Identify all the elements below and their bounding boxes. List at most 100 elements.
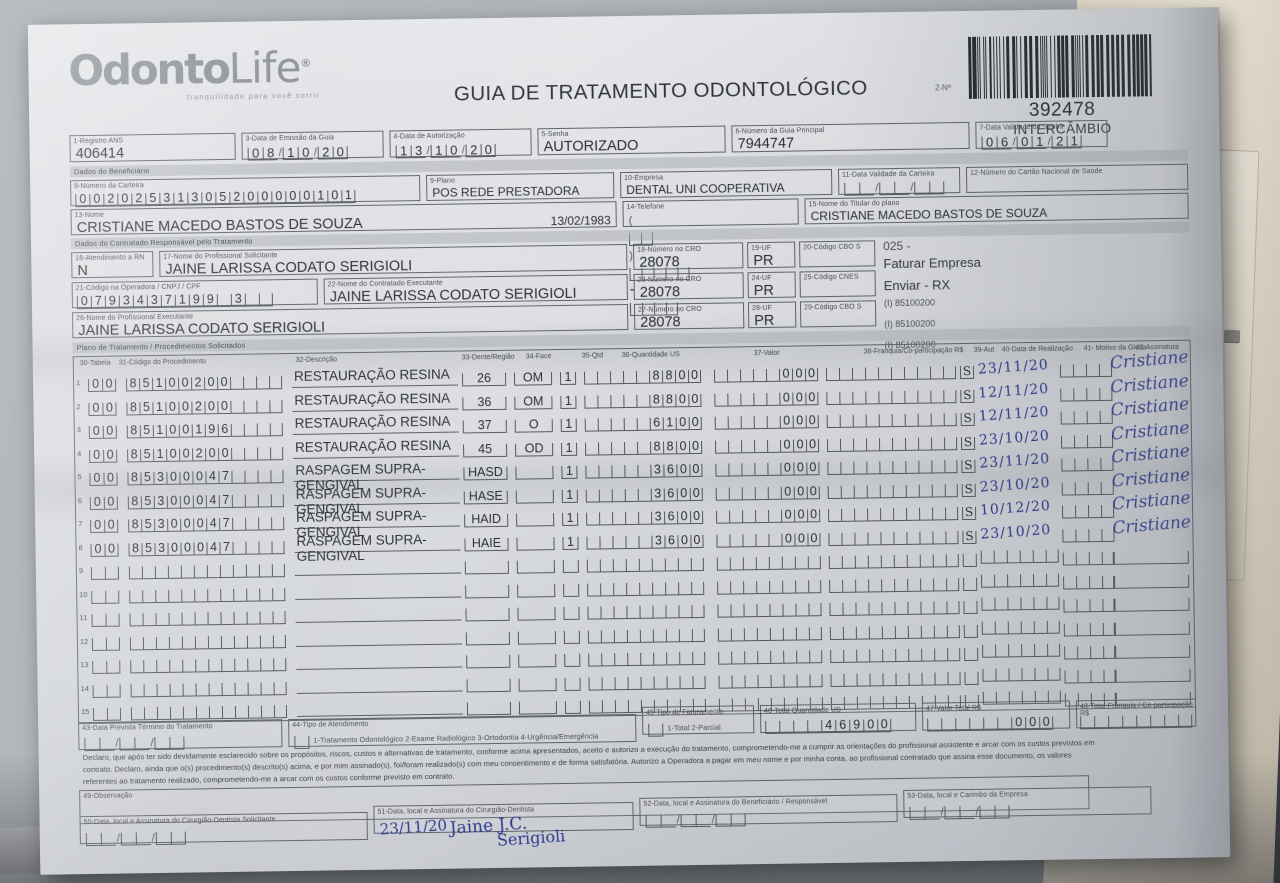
field-telefone[interactable]: 14-Telefone () - xyxy=(622,198,799,316)
cell-tabela[interactable] xyxy=(91,633,121,651)
cell-data-realizacao[interactable] xyxy=(982,640,1061,658)
cell-valor[interactable] xyxy=(717,599,822,618)
cell-data-realizacao[interactable] xyxy=(981,569,1060,588)
field-data-emissao[interactable]: 3-Data de Emissão da Guia 0 8/1 0/2 0 xyxy=(241,130,384,161)
cell-qtd[interactable]: 1 xyxy=(560,415,577,433)
cell-quantidade-us[interactable] xyxy=(587,624,705,644)
cell-aut[interactable] xyxy=(963,597,978,615)
cell-face[interactable] xyxy=(516,556,555,574)
cell-dente[interactable] xyxy=(466,674,511,692)
field-data-prevista-termino[interactable]: 43-Data Prevista Término do Tratamento /… xyxy=(78,719,283,752)
cell-motivo-glosa[interactable] xyxy=(1060,383,1113,402)
field-cns[interactable]: 12-Número do Cartão Nacional de Saúde xyxy=(965,163,1189,193)
cell-descricao[interactable]: RASPAGEM SUPRA-GENGIVAL xyxy=(293,484,460,516)
cell-data-realizacao[interactable]: 10/12/20 xyxy=(979,497,1052,519)
cell-descricao[interactable] xyxy=(295,578,462,600)
cell-data-realizacao[interactable]: 23/10/20 xyxy=(978,427,1051,449)
cell-quantidade-us[interactable] xyxy=(588,671,706,691)
cell-data-realizacao[interactable]: 23/11/20 xyxy=(978,450,1051,472)
cell-descricao[interactable] xyxy=(295,601,462,623)
cell-motivo-glosa[interactable] xyxy=(1063,595,1116,613)
cell-franquia[interactable] xyxy=(826,409,957,429)
cell-motivo-glosa[interactable] xyxy=(1063,571,1116,590)
cell-face[interactable]: O xyxy=(514,415,553,433)
cell-qtd[interactable] xyxy=(562,556,579,573)
cell-face[interactable] xyxy=(518,697,558,715)
cell-aut[interactable] xyxy=(962,550,977,568)
cell-dente[interactable] xyxy=(466,698,512,716)
cell-data-realizacao[interactable]: 12/11/20 xyxy=(978,403,1050,425)
cell-aut[interactable] xyxy=(963,573,978,591)
cell-dente[interactable] xyxy=(465,604,510,622)
cell-tabela[interactable] xyxy=(90,563,119,580)
cell-dente[interactable]: HAID xyxy=(464,510,509,528)
cell-motivo-glosa[interactable] xyxy=(1061,454,1114,472)
cell-descricao[interactable]: RESTAURAÇÃO RESINA xyxy=(291,366,459,388)
cell-data-realizacao[interactable]: 12/11/20 xyxy=(977,380,1050,402)
field-guia-principal[interactable]: 6-Número da Guia Principal 7944747 xyxy=(731,121,970,153)
cell-qtd[interactable]: 1 xyxy=(560,391,577,409)
cell-face[interactable] xyxy=(518,674,557,692)
field-empresa[interactable]: 10-Empresa DENTAL UNI COOPERATIVA xyxy=(620,168,833,199)
cell-face[interactable]: OM xyxy=(514,392,553,410)
cell-dente[interactable] xyxy=(466,651,511,669)
cell-tabela[interactable] xyxy=(91,610,120,627)
field-plano[interactable]: 9-Plano POS REDE PRESTADORA xyxy=(426,172,615,201)
field-profissional-solicitante[interactable]: 17-Nome do Profissional Solicitante JAIN… xyxy=(159,244,628,278)
cell-aut[interactable]: S xyxy=(962,503,977,521)
cell-codigo[interactable] xyxy=(130,701,288,721)
cell-assinatura[interactable] xyxy=(1113,617,1190,636)
cell-franquia[interactable] xyxy=(830,644,961,664)
field-uf-prof-executante[interactable]: 28-UF PR xyxy=(747,301,797,329)
cell-face[interactable] xyxy=(515,486,554,504)
cell-face[interactable] xyxy=(515,462,554,480)
cell-franquia[interactable] xyxy=(827,480,958,499)
cell-qtd[interactable] xyxy=(563,626,580,644)
cell-descricao[interactable] xyxy=(295,625,462,647)
cell-franquia[interactable] xyxy=(826,433,958,452)
cell-data-realizacao[interactable] xyxy=(980,546,1059,564)
cell-qtd[interactable] xyxy=(563,579,580,597)
cell-data-realizacao[interactable]: 23/11/20 xyxy=(977,356,1050,378)
cell-aut[interactable]: S xyxy=(959,362,975,380)
cell-descricao[interactable]: RESTAURAÇÃO RESINA xyxy=(292,413,459,435)
cell-descricao[interactable] xyxy=(296,648,463,670)
cell-motivo-glosa[interactable] xyxy=(1062,524,1115,543)
cell-dente[interactable] xyxy=(465,627,511,645)
field-total-franquia[interactable]: 48-Total Franquia / Co-participação R$ xyxy=(1075,698,1197,730)
cell-motivo-glosa[interactable] xyxy=(1060,407,1113,425)
field-assinatura-dentista-solicitante[interactable]: 50-Data, local e Assinatura do Cirurgião… xyxy=(79,811,368,847)
cell-franquia[interactable] xyxy=(825,362,957,382)
field-tipo-faturamento-checkbox[interactable] xyxy=(648,720,664,737)
cell-dente[interactable] xyxy=(464,557,509,575)
cell-franquia[interactable] xyxy=(829,574,960,593)
field-cbo-prof-executante[interactable]: 29-Código CBO S xyxy=(799,300,877,328)
cell-codigo[interactable] xyxy=(129,584,286,603)
field-titular-plano[interactable]: 15-Nome do Titular do plano CRISTIANE MA… xyxy=(804,192,1189,225)
field-assinatura-beneficiario[interactable]: 52-Data, local e Assinatura do Beneficiá… xyxy=(639,794,898,828)
cell-valor[interactable] xyxy=(718,670,823,689)
cell-quantidade-us[interactable] xyxy=(587,577,705,597)
cell-face[interactable] xyxy=(516,509,555,527)
